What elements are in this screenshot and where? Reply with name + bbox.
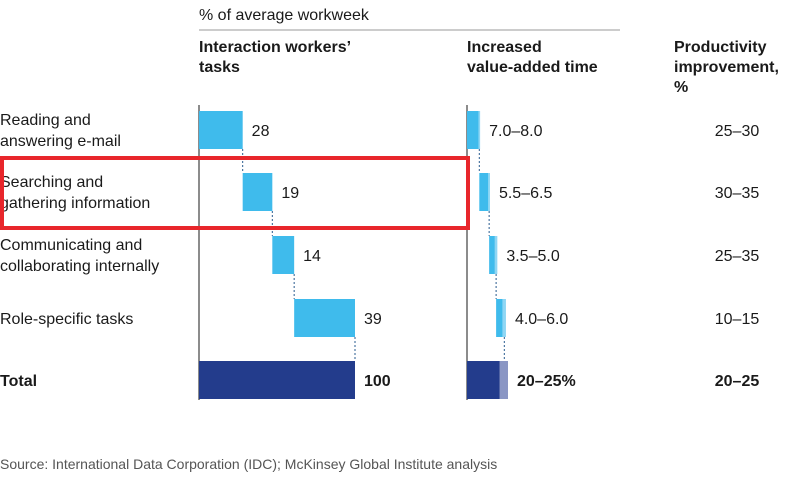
row-label-1: Searching and gathering information <box>0 174 150 212</box>
row-label-3: Role-specific tasks <box>0 311 133 328</box>
task-value-label-3: 39 <box>364 311 382 328</box>
column-header-value-added-time: Increased value-added time <box>467 39 598 76</box>
row-label-0: Reading and answering e-mail <box>0 112 121 150</box>
time-bar-range-4 <box>499 361 508 399</box>
time-bar-range-0 <box>478 111 481 149</box>
time-value-label-0: 7.0–8.0 <box>489 123 542 140</box>
task-bar-1 <box>242 173 273 211</box>
productivity-value-0: 25–30 <box>715 123 760 140</box>
chart-subtitle: % of average workweek <box>199 7 370 24</box>
column-header-tasks: Interaction workers’ tasks <box>199 39 351 76</box>
task-value-label-1: 19 <box>281 185 299 202</box>
task-value-label-4: 100 <box>364 373 391 390</box>
time-bar-low-2 <box>489 236 495 274</box>
task-value-label-2: 14 <box>303 248 321 265</box>
time-bar-low-3 <box>496 299 503 337</box>
time-bar-low-0 <box>467 111 479 149</box>
task-bar-4 <box>199 361 355 399</box>
time-bar-range-2 <box>494 236 498 274</box>
time-value-label-2: 3.5–5.0 <box>506 248 559 265</box>
time-value-label-3: 4.0–6.0 <box>515 311 568 328</box>
row-label-4: Total <box>0 373 37 390</box>
task-bar-3 <box>294 299 355 337</box>
productivity-value-2: 25–35 <box>715 248 760 265</box>
time-bar-range-3 <box>502 299 506 337</box>
source-note: Source: International Data Corporation (… <box>0 456 497 472</box>
time-bar-low-1 <box>479 173 489 211</box>
productivity-value-1: 30–35 <box>715 185 760 202</box>
task-bar-2 <box>272 236 295 274</box>
column-header-productivity: Productivity improvement,% <box>674 39 779 96</box>
task-value-label-0: 28 <box>252 123 270 140</box>
productivity-value-3: 10–15 <box>715 311 760 328</box>
highlight-box <box>0 156 470 230</box>
time-bar-range-1 <box>488 173 490 211</box>
time-value-label-4: 20–25% <box>517 373 576 390</box>
time-value-label-1: 5.5–6.5 <box>499 185 552 202</box>
productivity-value-4: 20–25 <box>715 373 760 390</box>
time-bar-low-4 <box>467 361 500 399</box>
row-label-2: Communicating and collaborating internall… <box>0 237 159 275</box>
task-bar-0 <box>199 111 243 149</box>
